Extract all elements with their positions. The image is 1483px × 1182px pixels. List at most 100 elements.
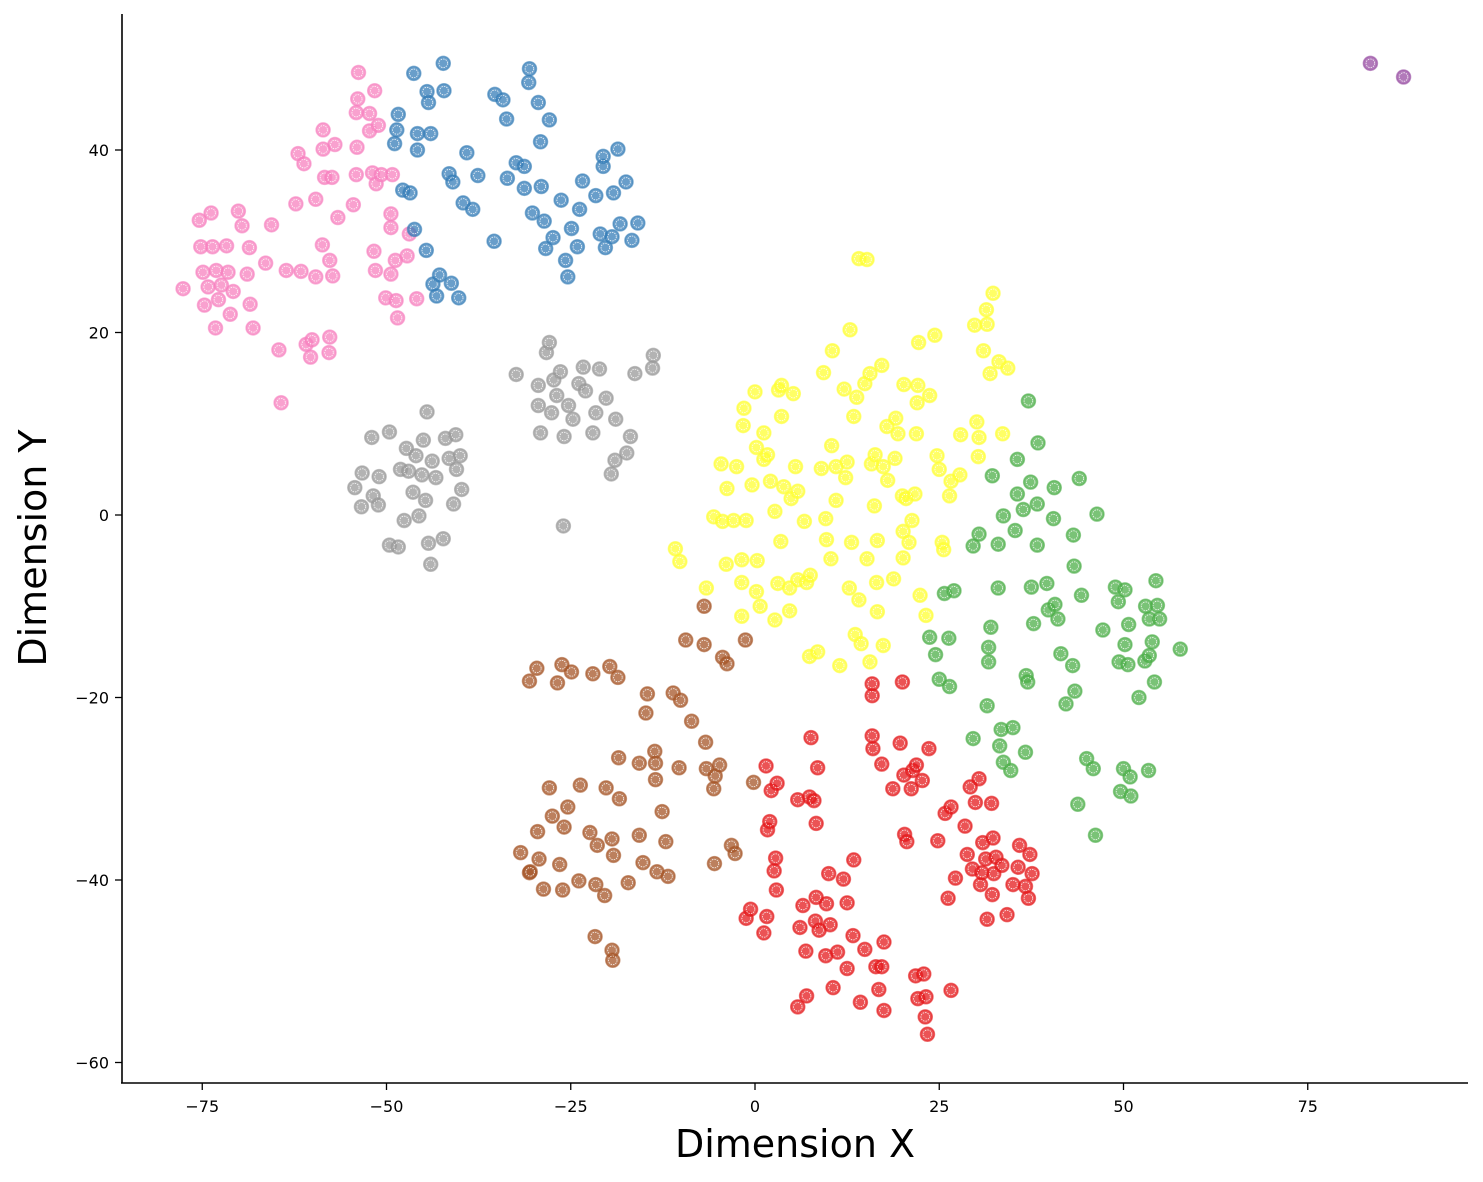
data-point-ring — [784, 606, 795, 616]
data-point-ring — [611, 414, 621, 424]
data-point-ring — [832, 947, 843, 957]
data-point — [971, 526, 987, 542]
data-point — [175, 280, 191, 297]
data-point — [705, 781, 722, 797]
data-point — [569, 238, 586, 255]
data-point-ring — [872, 607, 883, 617]
data-point — [443, 275, 460, 291]
data-point-ring — [409, 68, 419, 79]
data-point-ring — [524, 77, 534, 88]
data-point — [348, 104, 365, 121]
data-point-ring — [762, 825, 773, 835]
data-point-ring — [1092, 509, 1102, 519]
data-point — [1022, 846, 1038, 863]
data-point-ring — [812, 763, 823, 773]
data-point-ring — [983, 657, 994, 667]
data-point — [761, 813, 778, 830]
data-point — [1009, 486, 1026, 502]
data-point-ring — [699, 601, 709, 611]
y-tick-label: 20 — [89, 324, 109, 343]
data-point — [890, 426, 906, 442]
data-point-ring — [418, 435, 429, 445]
data-point — [1144, 634, 1160, 650]
data-point-ring — [307, 335, 317, 345]
data-point-ring — [409, 224, 420, 235]
data-point — [965, 730, 981, 747]
data-point-ring — [974, 774, 984, 784]
data-point-ring — [701, 583, 712, 593]
data-point — [874, 958, 890, 975]
data-point — [809, 644, 826, 660]
data-point — [896, 376, 912, 393]
data-point — [1010, 859, 1026, 875]
data-point — [557, 252, 574, 269]
data-point-ring — [997, 860, 1007, 871]
data-point — [839, 960, 855, 977]
data-point-ring — [821, 513, 831, 524]
data-point — [910, 377, 926, 394]
data-point — [361, 105, 378, 122]
data-point — [406, 65, 422, 82]
data-point-ring — [915, 590, 925, 601]
data-point — [553, 192, 569, 208]
data-point-ring — [849, 411, 859, 422]
data-point — [389, 310, 406, 326]
data-point — [901, 534, 917, 551]
data-point-ring — [920, 1012, 930, 1022]
data-point — [288, 196, 304, 212]
data-point-ring — [444, 169, 454, 179]
data-point — [512, 844, 529, 861]
data-point-ring — [535, 137, 546, 147]
data-point-ring — [233, 206, 244, 216]
data-point — [1071, 470, 1088, 487]
data-point — [196, 297, 213, 313]
data-point-ring — [1123, 659, 1133, 670]
data-point-ring — [933, 836, 943, 846]
data-point — [405, 484, 421, 500]
data-point-ring — [544, 115, 555, 125]
data-point-ring — [1126, 791, 1136, 801]
data-point — [1117, 582, 1133, 598]
data-point-ring — [266, 220, 277, 230]
data-point — [756, 925, 772, 941]
data-point — [411, 508, 427, 524]
series-green — [921, 393, 1188, 844]
data-point-ring — [762, 911, 772, 922]
data-point-ring — [982, 701, 992, 711]
data-point-ring — [374, 471, 384, 482]
data-point — [983, 619, 999, 635]
data-point-ring — [650, 758, 661, 768]
data-point-ring — [549, 375, 559, 385]
data-point-ring — [540, 243, 551, 254]
data-point-ring — [318, 144, 328, 154]
data-point-ring — [1028, 618, 1039, 629]
data-point-ring — [291, 199, 301, 209]
data-point — [888, 410, 904, 427]
data-point — [789, 483, 806, 500]
data-point-ring — [771, 885, 782, 895]
data-point-ring — [730, 848, 740, 859]
y-axis-title: Dimension Y — [11, 429, 55, 667]
data-point-ring — [199, 300, 210, 310]
data-point-ring — [650, 746, 660, 757]
data-point-ring — [738, 420, 748, 431]
data-point — [420, 94, 437, 111]
data-point-ring — [974, 529, 984, 539]
data-point-ring — [906, 784, 916, 794]
data-point-ring — [1012, 489, 1023, 499]
series-yellow — [667, 250, 1016, 674]
data-point-ring — [473, 170, 483, 181]
data-point — [967, 794, 984, 811]
data-point-ring — [389, 138, 400, 149]
data-point-ring — [606, 469, 616, 479]
data-point-ring — [386, 222, 396, 233]
data-point-ring — [872, 535, 883, 546]
data-point — [879, 472, 896, 489]
data-point-ring — [1123, 619, 1134, 630]
data-point-ring — [1003, 363, 1013, 373]
data-point — [1085, 760, 1102, 777]
data-point-ring — [547, 811, 558, 821]
series-purple — [1362, 55, 1412, 85]
data-point-ring — [855, 997, 866, 1007]
data-point-ring — [1023, 396, 1034, 406]
